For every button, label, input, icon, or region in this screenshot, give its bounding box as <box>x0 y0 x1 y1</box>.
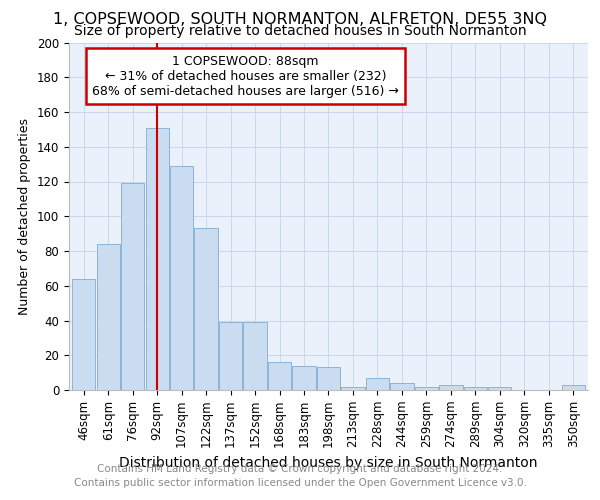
Text: 1 COPSEWOOD: 88sqm
← 31% of detached houses are smaller (232)
68% of semi-detach: 1 COPSEWOOD: 88sqm ← 31% of detached hou… <box>92 54 399 98</box>
Bar <box>317 368 340 390</box>
X-axis label: Distribution of detached houses by size in South Normanton: Distribution of detached houses by size … <box>119 456 538 469</box>
Bar <box>72 279 95 390</box>
Bar <box>439 385 463 390</box>
Text: Contains HM Land Registry data © Crown copyright and database right 2024.
Contai: Contains HM Land Registry data © Crown c… <box>74 464 526 487</box>
Bar <box>146 128 169 390</box>
Bar <box>488 386 511 390</box>
Y-axis label: Number of detached properties: Number of detached properties <box>19 118 31 315</box>
Bar <box>268 362 291 390</box>
Bar <box>464 386 487 390</box>
Bar <box>194 228 218 390</box>
Bar <box>292 366 316 390</box>
Bar <box>415 386 438 390</box>
Bar <box>170 166 193 390</box>
Bar <box>219 322 242 390</box>
Bar <box>366 378 389 390</box>
Bar <box>341 386 365 390</box>
Bar <box>97 244 120 390</box>
Bar <box>391 383 413 390</box>
Bar <box>244 322 266 390</box>
Bar <box>121 183 144 390</box>
Bar <box>562 385 585 390</box>
Text: Size of property relative to detached houses in South Normanton: Size of property relative to detached ho… <box>74 24 526 38</box>
Text: 1, COPSEWOOD, SOUTH NORMANTON, ALFRETON, DE55 3NQ: 1, COPSEWOOD, SOUTH NORMANTON, ALFRETON,… <box>53 12 547 28</box>
